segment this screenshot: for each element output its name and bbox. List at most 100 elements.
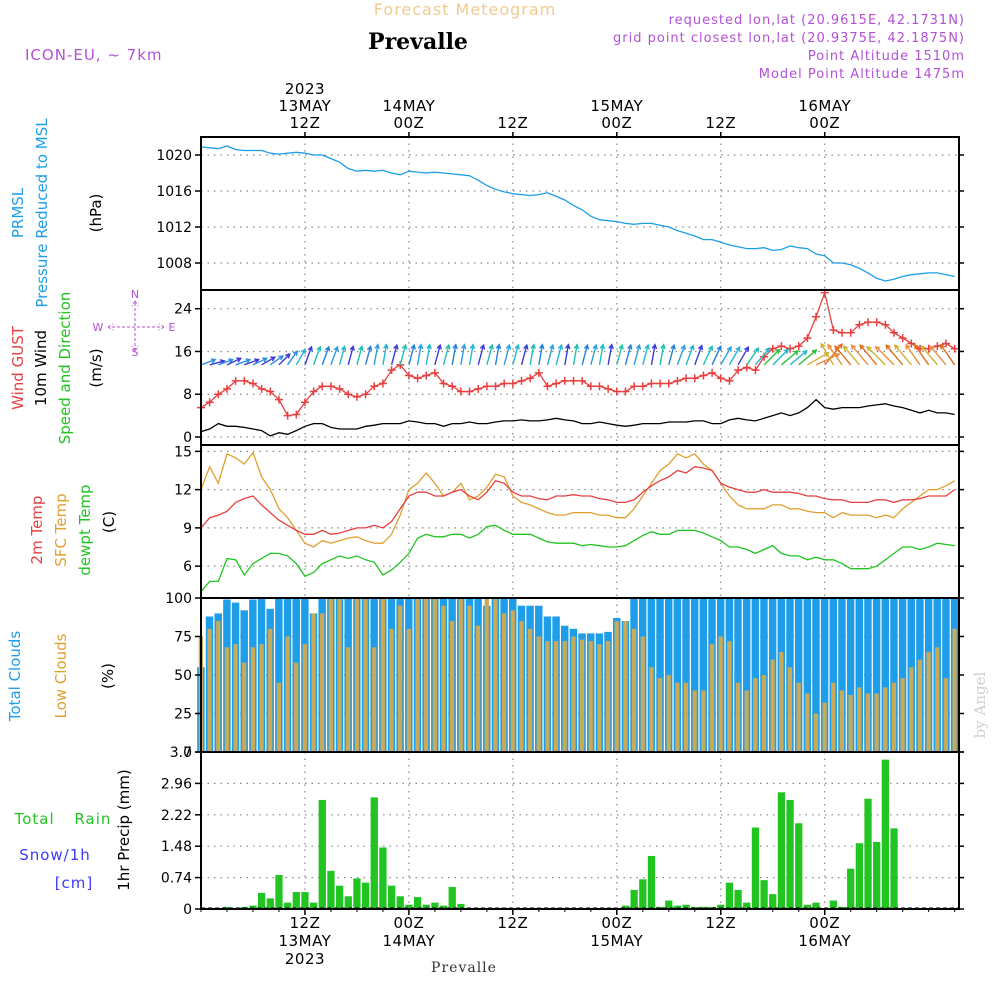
- wind-direction-arrow: [720, 345, 732, 366]
- low-cloud-bar: [744, 690, 749, 752]
- gust-marker: [517, 376, 526, 385]
- low-cloud-bar: [943, 678, 949, 752]
- rain-bar: [335, 885, 344, 909]
- gust-marker: [604, 384, 613, 393]
- rain-bar: [361, 882, 370, 909]
- total-cloud-bar: [820, 598, 829, 752]
- total-cloud-bar: [690, 598, 699, 752]
- y-tick-label: 8: [183, 387, 192, 403]
- gust-marker: [942, 339, 951, 348]
- top-time-label: 12Z: [497, 114, 528, 132]
- bottom-time-label: 14MAY: [383, 932, 436, 950]
- low-cloud-bar: [588, 641, 593, 752]
- rain-bar: [275, 875, 283, 909]
- gust-marker: [300, 398, 309, 407]
- rain-bar: [829, 900, 838, 909]
- gust-marker: [361, 390, 370, 399]
- gust-marker: [864, 318, 873, 327]
- wind-direction-arrow: [330, 345, 339, 366]
- model-point-altitude: Model Point Altitude 1475m: [759, 67, 965, 82]
- wind-direction-arrow: [694, 344, 704, 366]
- wind-direction-arrow: [312, 345, 322, 366]
- wind-direction-arrow: [834, 345, 852, 366]
- wind-direction-arrow: [842, 345, 860, 366]
- gust-marker: [950, 344, 959, 353]
- gust-marker: [578, 376, 587, 385]
- wind-direction-arrow: [607, 343, 614, 365]
- wind-direction-arrow: [820, 342, 834, 366]
- low-cloud-bar: [753, 678, 758, 752]
- wind-direction-arrow: [468, 343, 476, 365]
- wind-direction-arrow: [486, 343, 494, 366]
- y-tick-label: 9: [183, 521, 192, 537]
- gust-marker: [898, 334, 907, 343]
- gust-marker: [543, 382, 552, 391]
- wind-direction-arrow: [442, 343, 451, 366]
- low-cloud-bar: [926, 651, 931, 752]
- wind-direction-arrow: [827, 343, 843, 366]
- wind-direction-arrow: [295, 348, 306, 366]
- gust-marker: [257, 384, 266, 393]
- wind-direction-arrow: [564, 343, 571, 365]
- low-cloud-bar: [631, 628, 637, 752]
- rain-bar: [864, 798, 872, 909]
- gust-marker: [413, 374, 422, 383]
- bottom-time-label: 12Z: [497, 914, 528, 932]
- gust-marker: [803, 334, 812, 343]
- gust-marker: [352, 392, 361, 401]
- rain-bar: [639, 879, 647, 909]
- gust-marker: [326, 382, 335, 391]
- wind-direction-arrow: [650, 343, 658, 365]
- gust-marker: [786, 344, 795, 353]
- dewpoint-label: dewpt Temp: [76, 484, 94, 575]
- rain-bar: [855, 843, 864, 909]
- gust-line: [200, 290, 956, 417]
- bottom-time-label: 00Z: [601, 914, 632, 932]
- low-cloud-bar: [605, 641, 611, 752]
- wind-direction-arrow: [321, 345, 331, 366]
- y-tick-label: 75: [174, 630, 192, 646]
- gust-marker: [474, 384, 483, 393]
- low-cloud-bar: [692, 690, 697, 752]
- rain-bar: [353, 878, 361, 909]
- rain-bar: [795, 823, 803, 909]
- wind-direction-arrow: [616, 343, 624, 366]
- axis-layer: [195, 132, 964, 915]
- gust-marker: [430, 368, 439, 377]
- gust-marker: [214, 390, 223, 399]
- rain-bar: [847, 868, 855, 909]
- wind-direction-arrow: [590, 343, 598, 366]
- low-cloud-bar: [874, 693, 879, 752]
- panel-frame-1: [200, 289, 960, 446]
- low-cloud-bar: [666, 675, 671, 752]
- total-cloud-bar: [742, 598, 751, 752]
- gust-marker: [872, 318, 881, 327]
- y-tick-label: 16: [174, 344, 192, 360]
- total-cloud-bar: [829, 598, 838, 752]
- compass-s: S: [132, 346, 139, 359]
- rain-bar: [621, 905, 630, 909]
- gust-marker: [699, 371, 708, 380]
- low-cloud-bar: [640, 636, 645, 752]
- low-cloud-bar: [207, 628, 212, 752]
- low-cloud-bar: [675, 682, 680, 752]
- rain-bar: [881, 759, 890, 909]
- wind-direction-arrow: [702, 345, 714, 366]
- bottom-time-label: 00Z: [393, 914, 424, 932]
- bottom-time-label: 2023: [285, 950, 325, 968]
- rain-bar: [413, 897, 422, 909]
- direction-label: Speed and Direction: [56, 292, 74, 445]
- low-cloud-bar: [268, 628, 273, 752]
- low-cloud-bar: [848, 695, 853, 752]
- low-cloud-bar: [787, 667, 793, 752]
- requested-coordinates: requested lon,lat (20.9615E, 42.1731N): [669, 13, 965, 28]
- wind-direction-arrow: [754, 347, 771, 366]
- low-cloud-bar: [701, 690, 706, 752]
- total-cloud-bar: [794, 598, 803, 752]
- low-cloud-bar: [363, 598, 368, 752]
- rain-bar: [682, 904, 690, 909]
- wind-line: [200, 398, 955, 437]
- gust-marker: [274, 395, 283, 404]
- rain-bar: [751, 827, 760, 909]
- wind-direction-arrow: [244, 358, 260, 366]
